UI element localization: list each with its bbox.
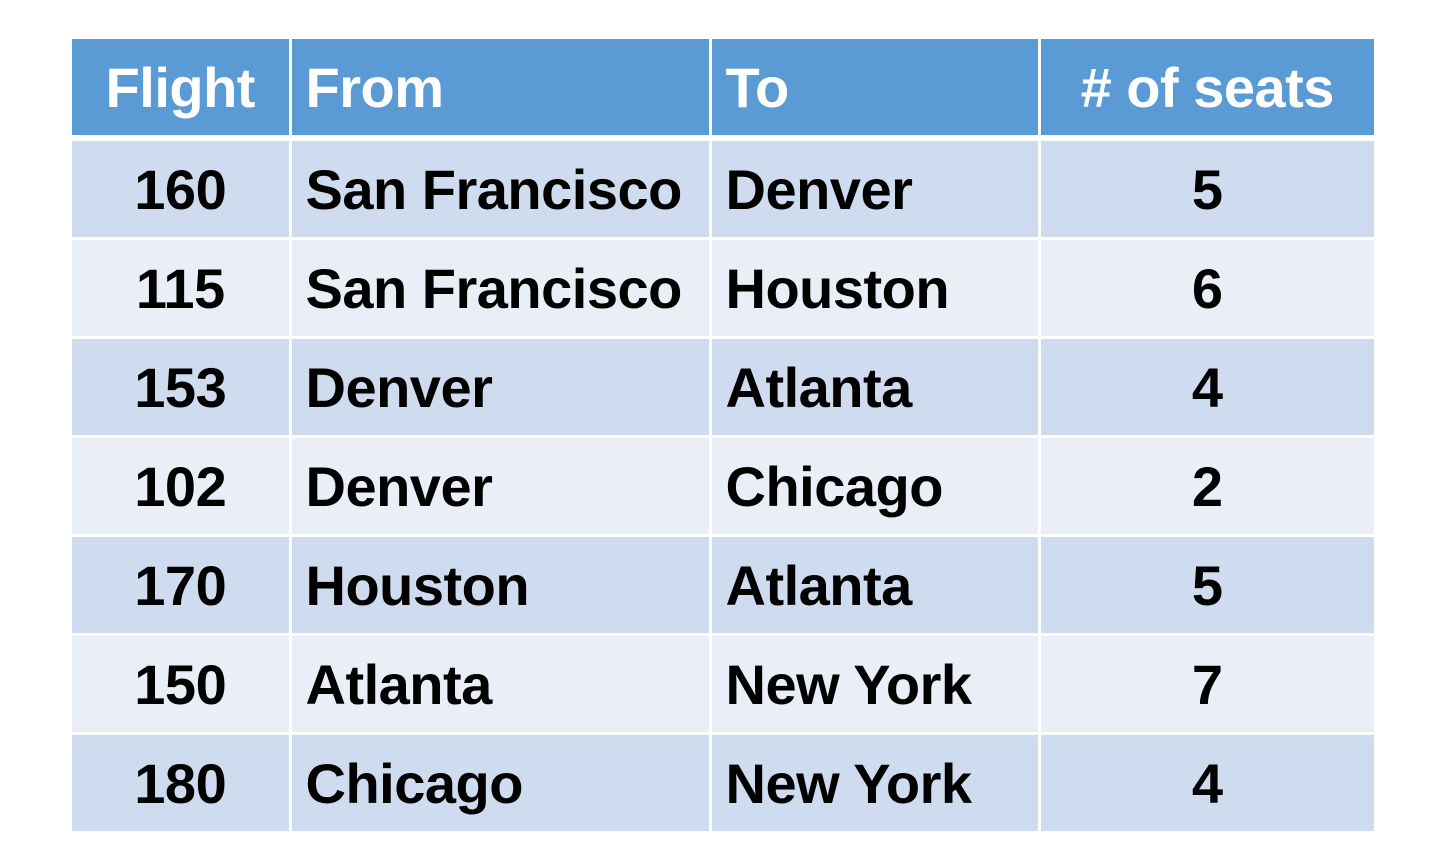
cell-seats: 5 (1039, 535, 1374, 636)
cell-seats: 4 (1039, 733, 1374, 834)
cell-flight: 115 (72, 238, 292, 339)
cell-from: Denver (290, 436, 712, 537)
cell-to: New York (710, 634, 1041, 735)
table-body: 160 San Francisco Denver 5 115 San Franc… (72, 138, 1374, 834)
cell-to: Denver (710, 138, 1041, 240)
table-row: 160 San Francisco Denver 5 (72, 138, 1374, 240)
header-row: Flight From To # of seats (72, 39, 1374, 141)
cell-seats: 4 (1039, 337, 1374, 438)
cell-from: Chicago (290, 733, 712, 834)
cell-seats: 2 (1039, 436, 1374, 537)
cell-flight: 170 (72, 535, 292, 636)
cell-flight: 102 (72, 436, 292, 537)
table-row: 180 Chicago New York 4 (72, 733, 1374, 834)
header-to: To (710, 39, 1041, 141)
cell-to: Atlanta (710, 337, 1041, 438)
cell-from: Houston (290, 535, 712, 636)
cell-flight: 153 (72, 337, 292, 438)
header-seats: # of seats (1039, 39, 1374, 141)
cell-to: Atlanta (710, 535, 1041, 636)
cell-seats: 5 (1039, 138, 1374, 240)
cell-from: Atlanta (290, 634, 712, 735)
table-row: 102 Denver Chicago 2 (72, 436, 1374, 537)
cell-from: San Francisco (290, 138, 712, 240)
cell-from: Denver (290, 337, 712, 438)
cell-to: New York (710, 733, 1041, 834)
cell-to: Chicago (710, 436, 1041, 537)
header-flight: Flight (72, 39, 292, 141)
cell-seats: 6 (1039, 238, 1374, 339)
flights-table-container: Flight From To # of seats 160 San Franci… (72, 39, 1374, 834)
cell-to: Houston (710, 238, 1041, 339)
cell-flight: 180 (72, 733, 292, 834)
table-row: 153 Denver Atlanta 4 (72, 337, 1374, 438)
table-row: 170 Houston Atlanta 5 (72, 535, 1374, 636)
flights-table: Flight From To # of seats 160 San Franci… (72, 39, 1374, 834)
header-from: From (290, 39, 712, 141)
table-row: 115 San Francisco Houston 6 (72, 238, 1374, 339)
table-header: Flight From To # of seats (72, 39, 1374, 141)
table-row: 150 Atlanta New York 7 (72, 634, 1374, 735)
cell-flight: 160 (72, 138, 292, 240)
cell-flight: 150 (72, 634, 292, 735)
cell-seats: 7 (1039, 634, 1374, 735)
cell-from: San Francisco (290, 238, 712, 339)
